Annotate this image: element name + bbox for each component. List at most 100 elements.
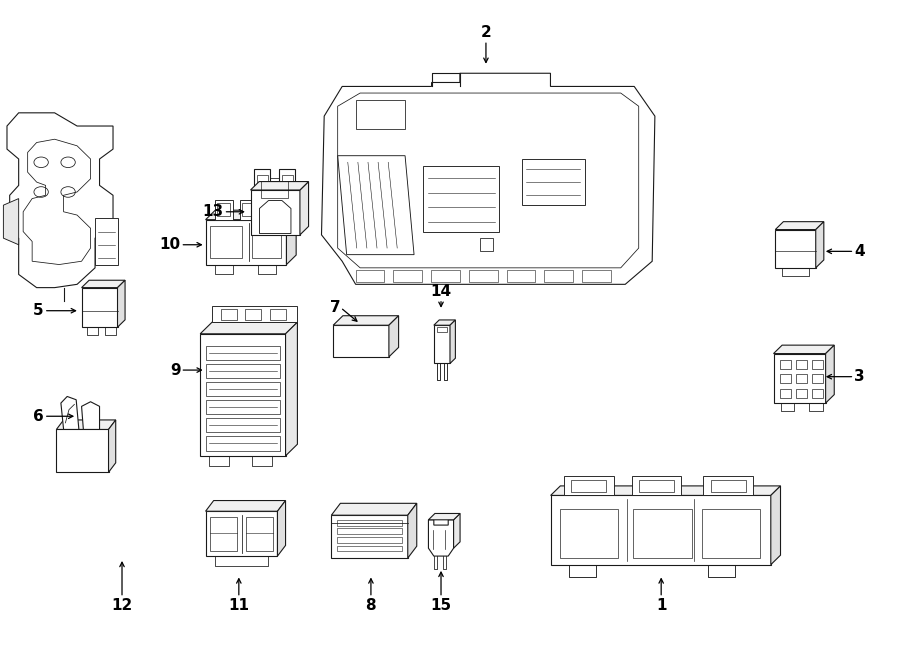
Polygon shape <box>82 288 118 327</box>
Polygon shape <box>321 73 655 284</box>
Bar <box>469 270 498 282</box>
Bar <box>507 270 536 282</box>
Text: 2: 2 <box>481 25 491 40</box>
Bar <box>796 374 806 383</box>
Polygon shape <box>200 322 297 334</box>
Polygon shape <box>279 169 295 193</box>
Polygon shape <box>428 520 454 556</box>
Bar <box>393 270 422 282</box>
Bar <box>246 516 273 551</box>
Polygon shape <box>551 486 780 495</box>
Polygon shape <box>825 345 834 403</box>
Bar <box>356 270 384 282</box>
Text: 6: 6 <box>33 408 44 424</box>
Bar <box>702 508 760 558</box>
Polygon shape <box>775 221 824 229</box>
Bar <box>246 309 262 319</box>
Bar <box>205 364 280 378</box>
Bar <box>560 508 618 558</box>
Bar <box>582 270 611 282</box>
Text: 4: 4 <box>854 244 865 259</box>
Polygon shape <box>333 325 389 357</box>
Polygon shape <box>704 476 752 495</box>
Bar <box>436 327 447 332</box>
Polygon shape <box>773 354 825 403</box>
Polygon shape <box>428 514 460 520</box>
Bar <box>812 389 823 398</box>
Bar <box>796 389 806 398</box>
Bar <box>256 175 267 186</box>
Polygon shape <box>434 325 450 364</box>
Polygon shape <box>408 503 417 558</box>
Polygon shape <box>95 218 118 264</box>
Bar <box>423 166 500 231</box>
Text: 10: 10 <box>159 237 180 253</box>
Polygon shape <box>300 182 309 235</box>
Bar <box>779 389 790 398</box>
Bar <box>221 309 238 319</box>
Polygon shape <box>57 430 109 473</box>
Polygon shape <box>773 345 834 354</box>
Polygon shape <box>285 322 297 456</box>
Bar <box>205 382 280 396</box>
Polygon shape <box>57 420 116 430</box>
Polygon shape <box>815 221 824 268</box>
Polygon shape <box>434 320 455 325</box>
Text: 15: 15 <box>430 598 452 613</box>
Polygon shape <box>770 486 780 564</box>
Polygon shape <box>82 280 125 288</box>
Text: 5: 5 <box>33 303 44 318</box>
Polygon shape <box>109 420 116 473</box>
Bar <box>480 238 493 251</box>
Bar <box>796 360 806 369</box>
Text: 11: 11 <box>229 598 249 613</box>
Bar <box>779 360 790 369</box>
Polygon shape <box>214 200 232 219</box>
Polygon shape <box>200 334 285 456</box>
Bar <box>356 100 405 130</box>
Polygon shape <box>265 200 283 219</box>
Bar <box>522 159 585 205</box>
Bar <box>572 481 607 492</box>
Polygon shape <box>205 219 286 264</box>
Polygon shape <box>333 316 399 325</box>
Bar <box>337 520 402 525</box>
Polygon shape <box>254 169 270 193</box>
Bar <box>337 528 402 534</box>
Bar <box>210 226 241 258</box>
Polygon shape <box>331 515 408 558</box>
Bar <box>270 309 285 319</box>
Text: 9: 9 <box>170 363 180 377</box>
Bar <box>431 270 460 282</box>
Bar <box>210 516 237 551</box>
Text: 3: 3 <box>854 369 865 384</box>
Bar <box>217 203 230 216</box>
Polygon shape <box>564 476 614 495</box>
Polygon shape <box>389 316 399 357</box>
Polygon shape <box>331 503 417 515</box>
Polygon shape <box>205 210 296 219</box>
Text: 12: 12 <box>112 598 132 613</box>
Bar <box>267 203 280 216</box>
Bar <box>711 481 745 492</box>
Bar <box>337 545 402 551</box>
Bar <box>205 436 280 451</box>
Text: 8: 8 <box>365 598 376 613</box>
Bar <box>544 270 573 282</box>
Polygon shape <box>4 198 19 245</box>
Bar <box>261 181 288 198</box>
Polygon shape <box>118 280 125 327</box>
Polygon shape <box>61 397 79 430</box>
Polygon shape <box>551 495 770 564</box>
Polygon shape <box>775 229 815 268</box>
Bar <box>779 374 790 383</box>
Polygon shape <box>250 190 300 235</box>
Polygon shape <box>7 113 113 288</box>
Polygon shape <box>205 500 285 511</box>
Text: 13: 13 <box>202 204 223 219</box>
Polygon shape <box>454 514 460 548</box>
Polygon shape <box>286 210 296 264</box>
Bar <box>812 374 823 383</box>
Polygon shape <box>239 200 257 219</box>
Bar <box>634 508 692 558</box>
